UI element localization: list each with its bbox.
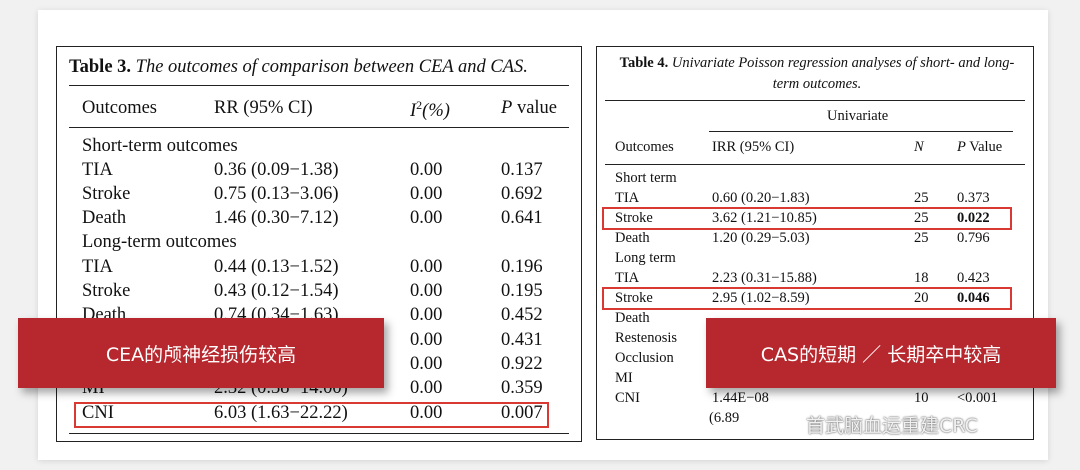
- header-p-value: P Value: [957, 139, 1003, 155]
- header-irr: IRR (95% CI): [712, 139, 795, 155]
- table-row: Stroke 0.75 (0.13−3.06) 0.00 0.692: [82, 184, 543, 204]
- stroke-long-highlight-box: [602, 287, 1012, 310]
- section-label: Short-term outcomes: [82, 136, 238, 156]
- cni-highlight-box: [74, 402, 549, 428]
- header-p-value: P value: [501, 98, 557, 118]
- table-row: Occlusion: [615, 350, 674, 366]
- table-row: 0.00 0.922: [410, 354, 543, 374]
- table-row: TIA 2.23 (0.31−15.88) 18 0.423: [615, 270, 990, 286]
- table-4-caption-text: Univariate Poisson regression analyses o…: [671, 55, 1015, 92]
- table-row: Death 1.46 (0.30−7.12) 0.00 0.641: [82, 208, 543, 228]
- watermark-text: 首武脑血运重建CRC: [806, 414, 978, 437]
- header-i2: I2(%): [410, 98, 450, 122]
- table-row: 0.00 0.431: [410, 330, 543, 350]
- watermark: 首武脑血运重建CRC: [760, 410, 978, 438]
- table-row: MI: [615, 370, 633, 386]
- stroke-short-highlight-box: [602, 207, 1012, 230]
- table-row: Restenosis: [615, 330, 678, 346]
- table-row: TIA 0.44 (0.13−1.52) 0.00 0.196: [82, 257, 543, 277]
- table-row-cni: CNI 1.44E−08 10 <0.001: [615, 390, 998, 406]
- table-3-header-rule: [69, 127, 569, 128]
- section-label: Long term: [615, 250, 676, 266]
- banner-cas: CAS的短期 ／ 长期卒中较高: [706, 318, 1056, 388]
- section-label: Long-term outcomes: [82, 232, 237, 252]
- table-3-caption: Table 3. The outcomes of comparison betw…: [69, 57, 528, 78]
- section-label: Short term: [615, 170, 677, 186]
- table-row: Death 1.20 (0.29−5.03) 25 0.796: [615, 230, 990, 246]
- table-3-top-rule: [69, 85, 569, 86]
- header-rr: RR (95% CI): [214, 98, 313, 118]
- table-row-stroke-long: Stroke 2.95 (1.02−8.59) 20 0.046: [615, 290, 990, 306]
- table-4-top-rule: [605, 100, 1025, 101]
- table-4-caption: Table 4. Univariate Poisson regression a…: [607, 53, 1027, 95]
- table-4-header-row: Outcomes IRR (95% CI) N P Value: [597, 139, 1033, 159]
- table-row: Stroke 0.43 (0.12−1.54) 0.00 0.195: [82, 281, 543, 301]
- table-row-stroke-short: Stroke 3.62 (1.21−10.85) 25 0.022: [615, 210, 990, 226]
- group-header-univariate: Univariate: [827, 108, 889, 124]
- header-outcomes: Outcomes: [615, 139, 674, 155]
- table-3-caption-text: The outcomes of comparison between CEA a…: [135, 57, 528, 77]
- table-row-cni: CNI 6.03 (1.63−22.22) 0.00 0.007: [82, 403, 543, 423]
- table-row: TIA 0.36 (0.09−1.38) 0.00 0.137: [82, 160, 543, 180]
- table-row: TIA 0.60 (0.20−1.83) 25 0.373: [615, 190, 990, 206]
- table-row: Death: [615, 310, 650, 326]
- header-outcomes: Outcomes: [82, 98, 158, 118]
- banner-cea: CEA的颅神经损伤较高: [18, 318, 384, 388]
- table-3-caption-label: Table 3.: [69, 57, 132, 77]
- header-n: N: [914, 139, 924, 155]
- table-row-cni-ci: (6.89: [709, 410, 740, 426]
- table-4-group-rule: [709, 131, 1013, 132]
- table-3-header-row: Outcomes RR (95% CI) I2(%) P value: [57, 98, 581, 122]
- table-4-caption-label: Table 4.: [619, 55, 669, 71]
- wechat-icon: [762, 413, 795, 435]
- table-4-header-rule: [605, 164, 1025, 165]
- table-3-bottom-rule: [69, 433, 569, 434]
